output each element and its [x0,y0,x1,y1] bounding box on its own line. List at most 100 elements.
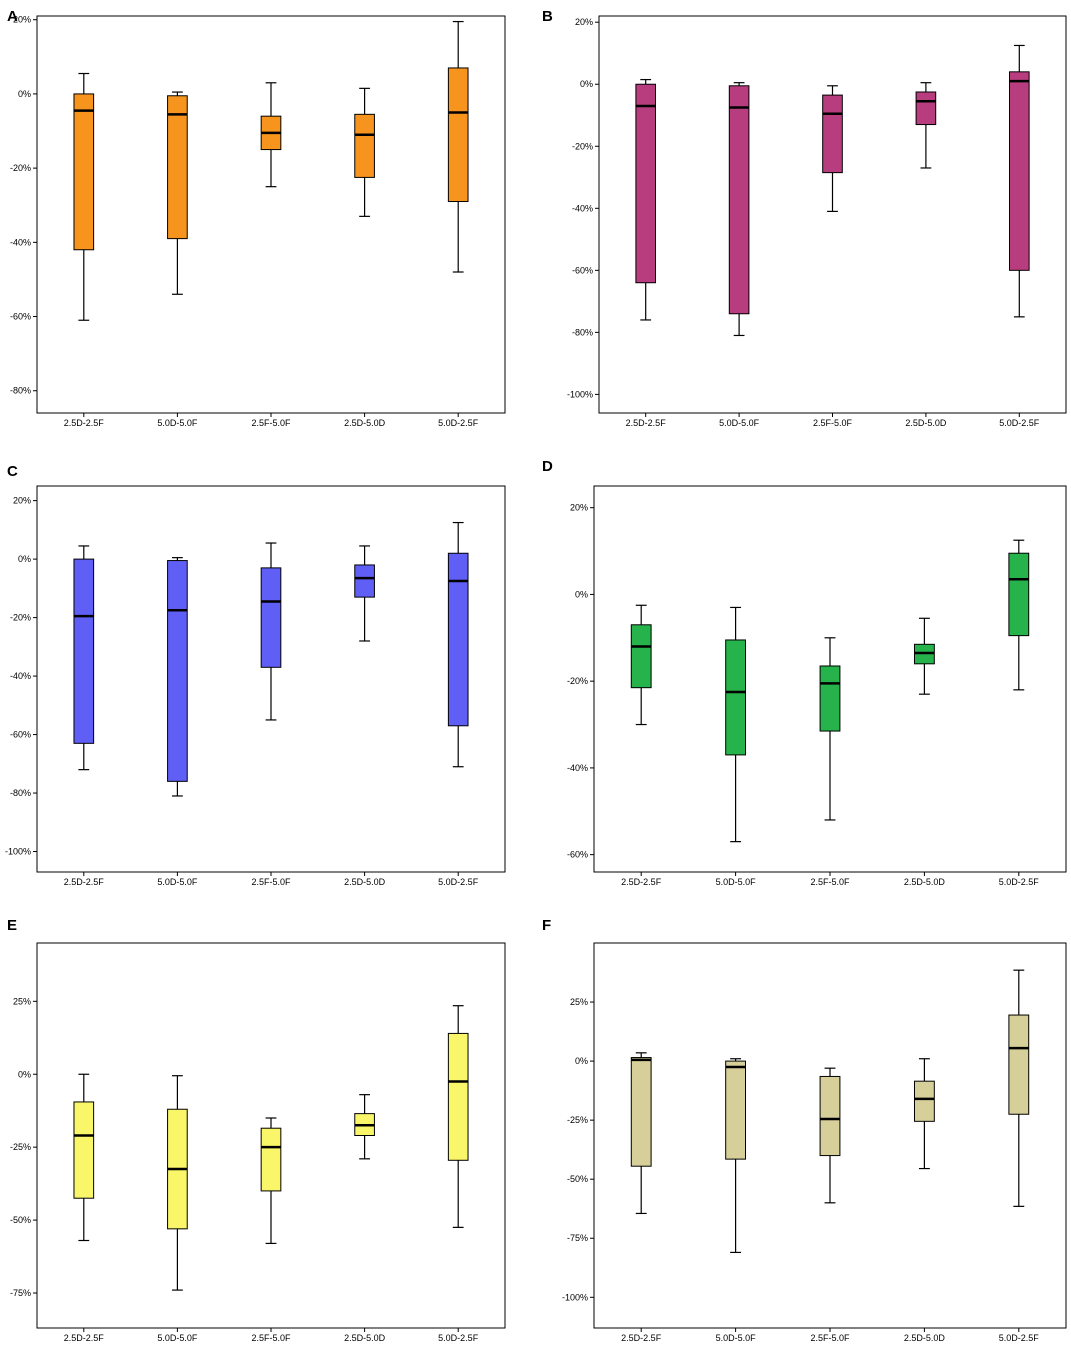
x-category-label: 5.0D-5.0F [716,1333,757,1343]
y-tick-label: -40% [10,671,31,681]
box-4 [913,617,935,695]
panel-letter-f: F [542,917,551,934]
x-category-label: 5.0D-5.0F [157,877,198,887]
box-2 [167,557,188,797]
panel-letter-c: C [7,463,18,480]
box-5 [1008,539,1030,691]
y-tick-label: -100% [567,389,593,399]
iqr-box [822,94,843,174]
iqr-box [630,624,652,689]
iqr-box [728,85,750,315]
y-tick-label: 25% [13,996,31,1006]
box-5 [1008,44,1030,318]
box-1 [635,78,657,321]
box-4 [354,545,375,642]
x-category-label: 2.5F-5.0F [813,418,853,428]
x-category-label: 2.5F-5.0F [810,877,850,887]
panel-e: E 25% 0% -25% -50% -75% 2.5D-2.5F 5.0D-5.0F 2.5F… [7,917,506,1343]
panel-letter-b: B [542,8,553,25]
x-category-label: 5.0D-2.5F [438,1333,479,1343]
y-tick-label: -20% [10,163,31,173]
iqr-box [354,564,375,598]
y-tick-label: 0% [575,1056,588,1066]
box-1 [73,1073,95,1242]
x-category-label: 5.0D-2.5F [999,418,1040,428]
y-tick-label: 0% [575,589,588,599]
x-category-label: 5.0D-5.0F [157,418,198,428]
box-1 [73,72,95,321]
panel-f: F 25% 0% -25% -50% -75% -100% 2.5D-2.5F 5.0D-5.0… [542,917,1067,1343]
box-4 [913,1058,935,1170]
x-category-label: 2.5D-5.0D [344,877,386,887]
box-2 [167,1075,188,1291]
plot-frame [36,15,506,414]
iqr-box [447,552,469,727]
iqr-box [73,1101,95,1199]
panel-letter-d: D [542,458,553,475]
y-tick-label: -75% [10,1288,31,1298]
box-3 [819,1067,841,1204]
y-tick-label: -75% [567,1233,588,1243]
x-category-label: 2.5D-5.0D [904,877,946,887]
iqr-box [167,560,188,782]
box-3 [260,82,282,188]
y-tick-label: -80% [572,327,593,337]
box-2 [725,606,747,843]
y-tick-label: -60% [572,265,593,275]
y-tick-label: -20% [10,613,31,623]
iqr-box [913,1080,935,1122]
iqr-box [167,95,188,240]
iqr-box [915,91,937,126]
y-tick-label: -80% [10,386,31,396]
box-2 [728,82,750,337]
box-2 [725,1058,747,1254]
x-category-label: 2.5D-5.0D [344,1333,386,1343]
iqr-box [725,639,747,756]
iqr-box [630,1057,652,1167]
box-3 [260,1117,282,1245]
panel-d: D 20% 0% -20% -40% -60% 2.5D-2.5F 5.0D-5.0F 2.5F… [542,458,1067,887]
box-1 [630,1052,652,1215]
panel-letter-a: A [7,8,18,25]
iqr-box [260,567,282,668]
x-category-label: 2.5D-2.5F [621,877,662,887]
y-tick-label: -80% [10,788,31,798]
y-tick-label: 25% [570,997,588,1007]
iqr-box [1008,71,1030,271]
x-category-label: 5.0D-5.0F [719,418,760,428]
x-category-label: 2.5D-5.0D [905,418,947,428]
y-tick-label: -25% [567,1115,588,1125]
iqr-box [1008,1014,1030,1115]
x-category-label: 5.0D-5.0F [716,877,757,887]
y-tick-label: -50% [10,1215,31,1225]
y-tick-label: -60% [567,850,588,860]
box-3 [819,637,841,821]
y-tick-label: -20% [567,676,588,686]
box-1 [73,545,95,771]
x-category-label: 2.5D-2.5F [621,1333,662,1343]
x-category-label: 5.0D-2.5F [999,1333,1040,1343]
y-tick-label: -25% [10,1142,31,1152]
box-2 [167,91,188,295]
y-tick-label: 20% [13,15,31,25]
box-5 [447,1005,469,1228]
iqr-box [73,93,95,251]
box-4 [915,82,937,169]
y-tick-label: -40% [567,763,588,773]
iqr-box [1008,552,1030,637]
box-4 [354,87,375,217]
x-category-label: 2.5F-5.0F [251,1333,291,1343]
x-category-label: 2.5D-2.5F [64,418,105,428]
y-tick-label: -50% [567,1174,588,1184]
y-tick-label: -100% [562,1292,588,1302]
panel-b: B 20% 0% -20% -40% -60% -80% -100% 2.5D-2.5F 5.0D… [542,8,1067,428]
x-category-label: 2.5D-2.5F [626,418,667,428]
iqr-box [73,558,95,744]
y-tick-label: 0% [18,1069,31,1079]
x-category-label: 2.5D-5.0D [344,418,386,428]
box-5 [1008,969,1030,1207]
iqr-box [635,83,657,284]
iqr-box [447,67,469,203]
panel-a: A20% 0% -20% -40% -60% -80% 2.5D-2.5F 5.0D-5.0F… [7,8,506,428]
